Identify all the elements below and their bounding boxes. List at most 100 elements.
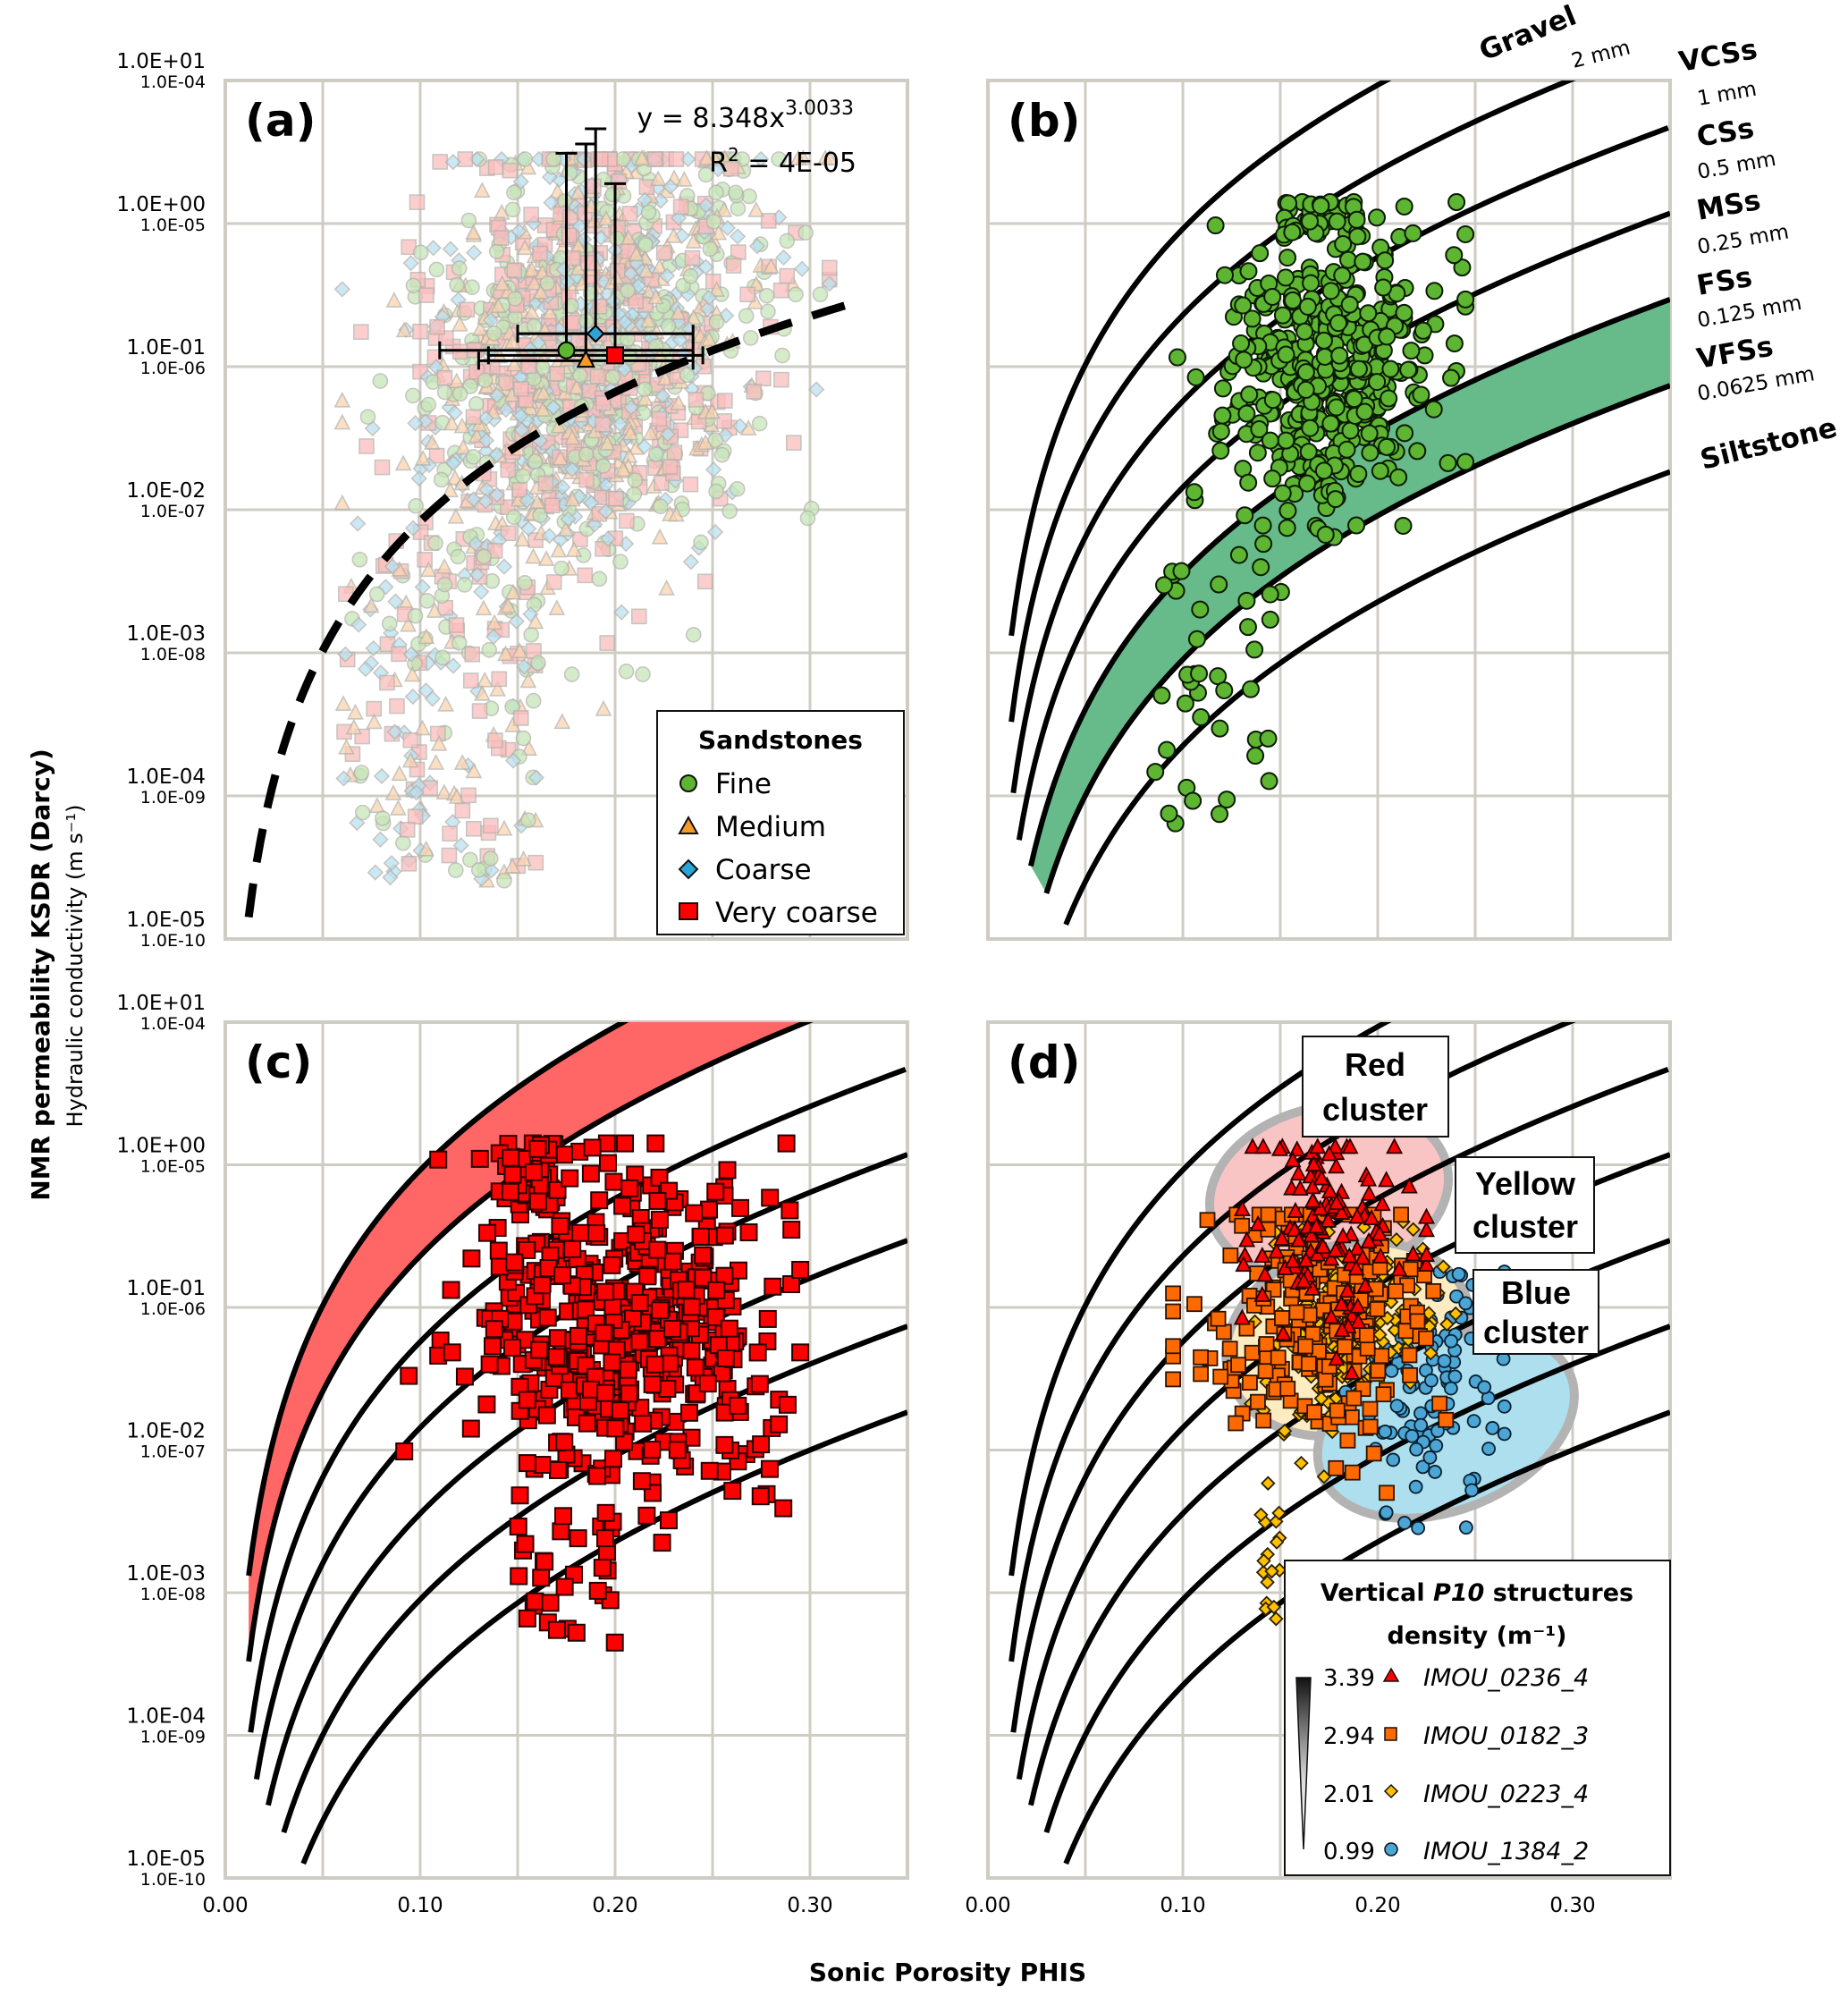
data-point-square [606,346,624,365]
data-point-circle [1447,1369,1463,1384]
scatter-points-fine [1146,193,1475,833]
data-point-diamond [527,769,545,786]
data-point-square [547,1620,566,1639]
data-point-triangle [430,734,448,751]
data-point-diamond [402,255,419,272]
data-point-circle [1211,422,1230,441]
data-point-square [643,1374,662,1393]
data-point-circle [1251,244,1270,263]
data-point-square [646,1134,665,1153]
data-point-triangle [685,309,703,326]
data-point-triangle [495,819,513,836]
data-point-square [685,1204,704,1222]
data-point-diamond [418,682,435,699]
data-point-circle [1395,303,1413,322]
data-point-circle [705,214,722,230]
data-point-square [1362,1400,1379,1417]
data-point-circle [1215,266,1234,284]
data-point-circle [685,627,702,643]
grain-label-fss: FSs [1694,261,1754,302]
data-point-triangle [1244,1138,1262,1154]
data-point-square [716,1349,735,1367]
data-point-square [470,1149,489,1168]
data-point-square [1344,1464,1361,1481]
data-point-circle [1396,424,1414,443]
data-point-circle [1211,805,1229,824]
data-point-circle [405,277,422,294]
data-point-circle [1315,347,1334,366]
data-point-diamond [659,426,676,443]
data-point-circle [618,664,635,680]
data-point-square [1373,1348,1390,1365]
data-point-square [554,1507,573,1526]
data-point-square [578,1414,596,1433]
data-point-triangle [451,315,468,332]
data-point-circle [1235,351,1253,369]
data-point-diamond [541,528,558,545]
data-point-circle [626,486,643,503]
data-point-square [717,393,733,409]
data-point-circle [1245,640,1264,659]
data-point-square [595,540,611,557]
data-point-square [523,207,539,223]
data-point-square [593,1559,612,1577]
data-point-circle [517,575,533,591]
data-point-diamond [350,515,367,532]
data-point-square [1358,1327,1375,1344]
data-point-triangle [1349,1297,1367,1314]
data-point-circle [1349,464,1368,483]
data-point-circle [578,446,595,462]
data-point-diamond [386,723,403,740]
data-point-triangle [435,783,453,799]
y-axis-subtitle: Hydraulic conductivity (m s⁻¹) [63,805,88,1128]
data-point-circle [1328,212,1346,231]
data-point-square [1279,1380,1296,1397]
data-point-diamond [616,314,633,331]
data-point-circle [1409,1442,1424,1457]
data-point-triangle [1290,1231,1308,1248]
data-point-square [651,1301,670,1320]
data-point-square [399,822,416,838]
data-point-triangle [1314,1238,1332,1255]
data-point-triangle [333,494,351,511]
data-point-square [1230,1357,1246,1374]
data-point-square [1343,1408,1360,1425]
data-point-square [549,366,565,382]
data-point-diamond [1436,1259,1451,1274]
data-point-triangle [1274,1324,1292,1341]
data-point-square [779,267,796,284]
data-point-circle [604,186,621,203]
data-point-square [1397,1323,1414,1340]
data-point-circle [506,184,522,201]
data-point-circle [427,535,443,552]
legend-label: IMOU_1384_2 [1423,1838,1589,1865]
data-point-square [510,1567,528,1586]
data-point-circle [451,385,468,402]
data-point-square [432,154,448,170]
data-point-circle [682,268,699,284]
data-point-circle [797,224,814,241]
data-point-square [1193,1349,1209,1366]
scatter-points-very-coarse [395,1134,810,1652]
data-point-square [503,1338,522,1357]
data-point-circle [435,649,451,666]
data-point-circle [375,810,391,826]
data-point-triangle [1295,1272,1312,1289]
data-point-square [1228,1415,1245,1432]
data-point-circle [742,330,759,346]
data-point-triangle [1400,1177,1418,1194]
data-point-square [659,1511,678,1530]
data-point-triangle [494,275,511,292]
data-point-square [1409,1313,1426,1330]
data-point-diamond [495,558,513,575]
data-point-circle [1261,585,1279,604]
data-point-triangle [550,417,568,434]
data-point-square [651,410,668,427]
data-point-square [677,1281,696,1299]
data-point-square [691,1227,710,1246]
data-point-square [1438,1411,1455,1428]
data-point-triangle [521,399,539,416]
data-point-diamond [599,530,617,547]
data-point-diamond [508,613,525,630]
data-point-square [791,1343,810,1362]
